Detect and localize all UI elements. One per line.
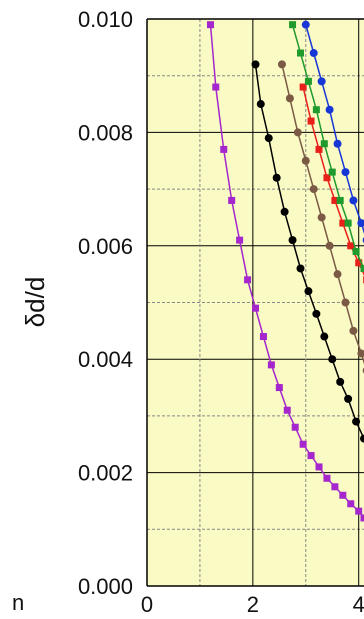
data-point-brown (285, 94, 294, 103)
data-point-magenta (252, 304, 259, 312)
data-point-green (352, 247, 360, 255)
data-point-black (352, 417, 361, 426)
data-point-magenta (323, 474, 331, 482)
stray-text: n (12, 590, 24, 615)
x-tick-label: 2 (247, 592, 259, 617)
data-point-blue (333, 139, 342, 148)
data-point-brown (357, 349, 364, 358)
data-point-red (355, 259, 363, 267)
data-point-brown (325, 241, 334, 250)
series-line-brown (281, 64, 364, 365)
data-point-magenta (207, 21, 215, 29)
y-tick-label: 0.004 (78, 347, 133, 372)
data-point-black (360, 434, 364, 443)
data-point-blue (301, 20, 310, 29)
data-point-magenta (315, 463, 323, 471)
data-point-brown (293, 128, 302, 137)
data-point-magenta (220, 145, 228, 153)
data-point-brown (277, 60, 286, 69)
series-black (251, 60, 364, 443)
data-point-black (251, 60, 260, 69)
data-point-green (320, 140, 328, 148)
axes (146, 18, 364, 587)
data-point-blue (341, 168, 350, 177)
data-point-blue (349, 196, 358, 205)
data-point-magenta (355, 507, 363, 515)
data-point-black (264, 134, 273, 143)
y-tick-label: 0.000 (78, 574, 133, 599)
data-point-green (328, 168, 336, 176)
data-point-magenta (244, 276, 252, 284)
data-point-brown (317, 213, 326, 222)
data-point-black (296, 264, 305, 273)
data-point-brown (349, 326, 358, 335)
x-tick-label: 0 (141, 592, 153, 617)
data-point-magenta (267, 361, 275, 369)
data-point-black (328, 355, 337, 364)
data-point-green (360, 264, 364, 272)
data-point-magenta (331, 483, 339, 491)
series-line-green (291, 24, 364, 269)
data-point-green (344, 219, 352, 227)
data-point-red (315, 145, 323, 153)
data-point-magenta (228, 196, 236, 204)
y-tick-labels: 0.000 0.002 0.004 0.006 0.008 0.010 (78, 7, 133, 599)
data-point-red (323, 174, 331, 182)
data-point-black (280, 207, 289, 216)
data-point-green (304, 77, 312, 85)
data-point-black (336, 377, 345, 386)
series-blue (301, 20, 364, 244)
data-point-black (344, 394, 353, 403)
data-point-red (307, 117, 315, 125)
series-layer (207, 20, 364, 522)
data-point-black (320, 332, 329, 341)
y-tick-label: 0.006 (78, 234, 133, 259)
data-point-brown (333, 270, 342, 279)
data-point-black (256, 100, 265, 109)
data-point-black (312, 309, 321, 318)
y-tick-label: 0.008 (78, 120, 133, 145)
data-point-blue (357, 219, 364, 228)
data-point-magenta (259, 333, 267, 341)
data-point-green (289, 21, 297, 29)
series-green (289, 21, 364, 272)
data-point-magenta (283, 406, 291, 414)
data-point-magenta (307, 452, 315, 460)
data-point-green (296, 49, 304, 57)
x-tick-label: 4 (353, 592, 364, 617)
series-magenta (207, 21, 364, 522)
data-point-red (299, 83, 307, 91)
y-tick-label: 0.010 (78, 7, 133, 32)
x-tick-labels: 0 2 4 (141, 592, 364, 617)
data-point-magenta (212, 83, 220, 91)
data-point-magenta (236, 236, 244, 244)
data-point-brown (341, 298, 350, 307)
y-tick-label: 0.002 (78, 461, 133, 486)
data-point-red (347, 242, 355, 250)
y-axis-label: δd/d (20, 277, 50, 328)
data-point-red (339, 219, 347, 227)
data-point-magenta (347, 500, 355, 508)
data-point-black (272, 173, 281, 182)
data-point-black (288, 236, 297, 245)
series-red (299, 83, 364, 284)
series-brown (277, 60, 364, 374)
data-point-magenta (275, 384, 283, 392)
data-point-blue (317, 77, 326, 86)
data-point-green (336, 196, 344, 204)
data-point-blue (325, 105, 334, 114)
data-point-magenta (299, 440, 307, 448)
data-point-black (304, 287, 313, 296)
data-point-magenta (360, 514, 364, 522)
data-point-brown (301, 156, 310, 165)
data-point-red (331, 196, 339, 204)
data-point-green (312, 106, 320, 114)
data-point-brown (309, 185, 318, 194)
data-point-blue (309, 49, 318, 58)
data-point-magenta (339, 491, 347, 499)
data-point-magenta (291, 423, 299, 431)
